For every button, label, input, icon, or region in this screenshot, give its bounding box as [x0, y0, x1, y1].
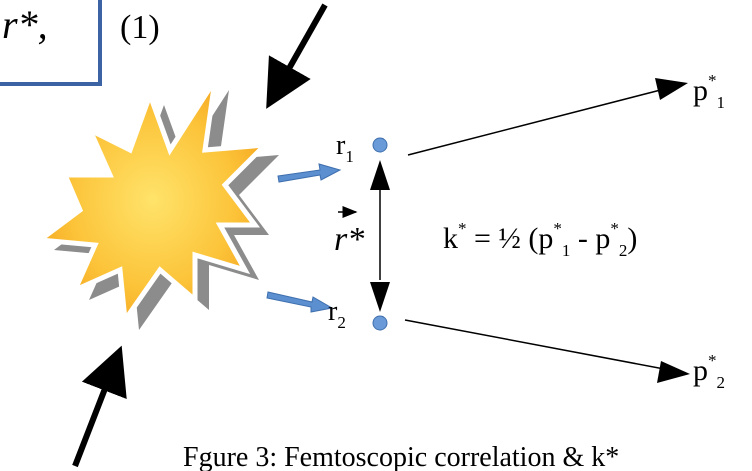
particle-1 [372, 137, 388, 153]
formula-part: = ½ (p [467, 222, 554, 255]
r2-label: r2 [328, 296, 346, 332]
momentum-line [404, 319, 681, 373]
formula-sup: * [553, 219, 562, 238]
r1-base: r [336, 130, 346, 161]
equation-text: r*, [2, 2, 48, 47]
p2-sub: 2 [717, 373, 726, 392]
formula-sub: 2 [619, 241, 628, 260]
caption: Fgure 3: Femtoscopic correlation & k* [183, 442, 619, 471]
p1-sub: 1 [717, 93, 726, 112]
equation-box [0, 0, 102, 86]
formula-part: ) [627, 222, 637, 255]
p1-label: p*1 [693, 71, 725, 112]
r1-label: r1 [336, 130, 354, 166]
emission-arrows [266, 163, 342, 313]
formula-part: k [443, 222, 458, 255]
momentum-line [407, 84, 681, 156]
r1-sub: 1 [345, 147, 354, 166]
incoming-arrow [72, 345, 127, 468]
separation-label: r* [334, 221, 364, 258]
formula-sup: * [610, 219, 619, 238]
p1-base: p [693, 74, 708, 107]
formula-sub: 1 [562, 241, 571, 260]
p2-label: p*2 [693, 351, 725, 392]
r2-sub: 2 [337, 313, 346, 332]
incoming-arrow [266, 3, 328, 109]
p2-base: p [693, 354, 708, 387]
equation-number: (1) [120, 9, 160, 46]
momentum-arrowhead [655, 78, 688, 100]
separation-arrowhead [370, 282, 390, 312]
explosion [33, 78, 272, 327]
momentum-arrowhead [657, 361, 690, 383]
p2-sup: * [708, 351, 717, 370]
particle-2 [372, 315, 388, 331]
r2-base: r [328, 296, 338, 327]
separation-arrowhead [370, 160, 390, 190]
p1-sup: * [708, 71, 717, 90]
formula-part: - p [570, 222, 610, 255]
formula: k* = ½ (p*1 - p*2) [443, 219, 637, 260]
formula-sup: * [458, 219, 467, 238]
